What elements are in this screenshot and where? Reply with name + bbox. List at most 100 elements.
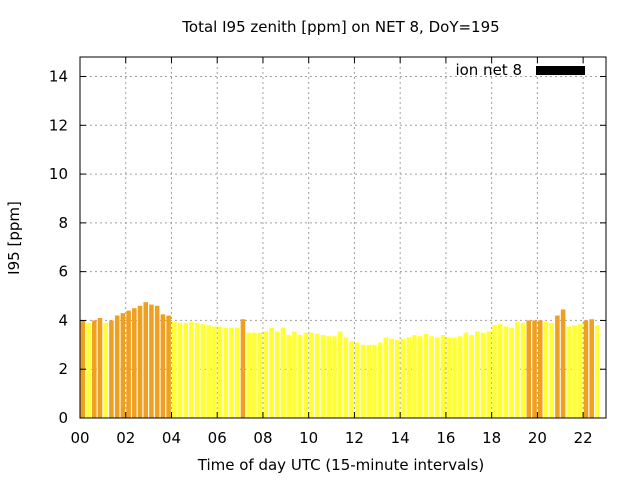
bar [475,331,480,418]
bar [469,335,474,418]
bar [429,336,434,418]
bar [537,320,543,418]
bar [595,325,600,418]
bar [480,332,486,418]
x-tick-label: 22 [574,429,593,447]
bar [143,302,149,418]
bar [314,333,320,418]
bar [589,319,594,418]
bar [132,308,137,418]
bar [583,320,589,418]
bar [349,341,354,418]
chart-title: Total I95 zenith [ppm] on NET 8, DoY=195 [181,18,499,36]
bar [355,342,360,418]
bar [555,315,560,418]
bar [194,322,200,418]
bar [154,305,160,418]
bar [206,325,211,418]
y-axis-label: I95 [ppm] [5,201,23,275]
bar [212,326,217,418]
bar [520,322,526,418]
bar [492,325,497,418]
bar [263,331,269,418]
bar [366,344,372,418]
x-tick-label: 20 [528,429,547,447]
x-tick-label: 12 [345,429,364,447]
x-tick-label: 14 [391,429,410,447]
bar [240,319,246,418]
bar [166,315,171,418]
bar [223,327,229,418]
x-tick-label: 16 [436,429,455,447]
bar [532,320,537,418]
bar [280,327,286,418]
bar [463,332,469,418]
bar [103,322,109,418]
bar [286,335,291,418]
bar [360,344,366,418]
bar [246,332,251,418]
bar [303,332,309,418]
bar [515,321,520,418]
bar [217,326,223,418]
bar [509,327,514,418]
bar [252,332,257,418]
bar [395,339,400,418]
bar [309,332,314,418]
bar [149,304,154,418]
bar [337,331,343,418]
bar [389,338,394,418]
bar [406,337,412,418]
bar [452,337,457,418]
y-tick-label: 6 [58,263,68,281]
bar [435,337,440,418]
bar [400,338,406,418]
bar [137,305,143,418]
x-axis-label: Time of day UTC (15-minute intervals) [197,456,484,474]
y-tick-label: 4 [58,311,68,329]
bar [526,320,532,418]
bar [109,320,114,418]
bar [269,327,274,418]
y-tick-label: 2 [58,360,68,378]
bar [412,335,417,418]
bar [160,314,166,418]
legend: ion net 8 [455,61,585,79]
bar [440,335,446,418]
bar [543,321,549,418]
bar [97,317,103,418]
grid [80,57,606,418]
y-tick-label: 14 [49,68,68,86]
bar [177,322,183,418]
bar [417,336,423,418]
bar [372,344,377,418]
bar [486,331,492,418]
x-tick-label: 08 [253,429,272,447]
x-tick-label: 02 [116,429,135,447]
bar [377,342,383,418]
bar [183,322,189,418]
y-tick-label: 8 [58,214,68,232]
bar [572,325,577,418]
bar [92,320,97,418]
legend-swatch [536,66,585,75]
bar [172,321,177,418]
bar [292,331,297,418]
bar [383,337,389,418]
plot-frame [79,56,607,419]
bar [503,326,509,418]
legend-label: ion net 8 [455,61,522,79]
bar [446,337,452,418]
x-tick-label: 04 [162,429,181,447]
bar [120,313,126,418]
bar [332,336,337,418]
bar [126,310,131,418]
bar [189,321,194,418]
bar [114,315,120,418]
x-tick-label: 10 [299,429,318,447]
bar [274,331,280,418]
x-tick-label: 18 [482,429,501,447]
x-tick-label: 06 [208,429,227,447]
